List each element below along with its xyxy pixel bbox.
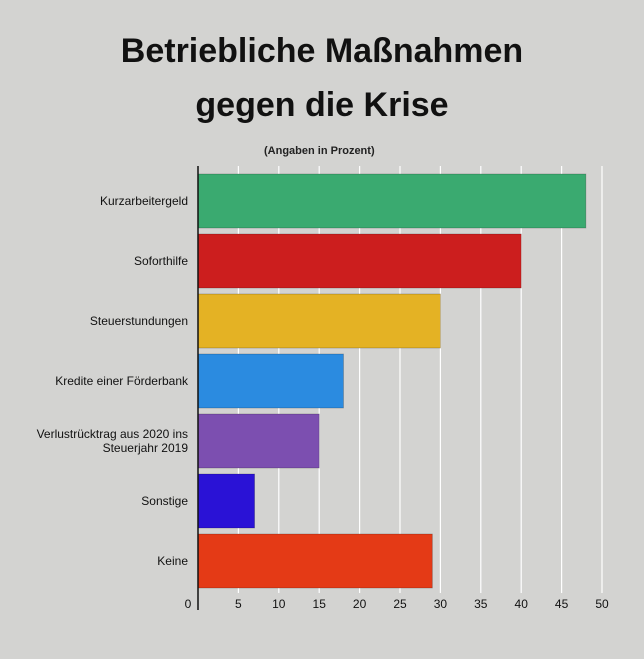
x-tick-label-35: 35 — [474, 597, 488, 611]
category-label-3: Kredite einer Förderbank — [55, 374, 189, 388]
x-tick-labels: 0 5 10 15 20 25 30 35 40 45 50 — [185, 597, 609, 611]
category-label-4: Verlustrücktrag aus 2020 ins Steuerjahr 2… — [37, 427, 189, 455]
bar-4 — [197, 413, 320, 469]
bar-6 — [197, 533, 433, 589]
x-tick-label-5: 5 — [235, 597, 242, 611]
category-labels: Kurzarbeitergeld Soforthilfe Steuerstundun… — [37, 194, 189, 568]
chart-subtitle: (Angaben in Prozent) — [264, 145, 375, 157]
bar-3 — [197, 353, 344, 409]
category-label-1: Soforthilfe — [134, 254, 188, 268]
chart-title: Betriebliche Maßnahmen gegen die Krise — [0, 24, 644, 132]
category-label-5: Sonstige — [141, 494, 188, 508]
category-label-0: Kurzarbeitergeld — [100, 194, 188, 208]
x-tick-label-25: 25 — [393, 597, 407, 611]
x-tick-label-30: 30 — [434, 597, 448, 611]
bar-1 — [197, 233, 522, 289]
x-tick-label-40: 40 — [515, 597, 529, 611]
x-tick-label-50: 50 — [595, 597, 609, 611]
bar-0 — [197, 173, 587, 229]
x-tick-label-20: 20 — [353, 597, 367, 611]
x-tick-label-15: 15 — [313, 597, 327, 611]
bar-5 — [197, 473, 255, 529]
category-label-6: Keine — [157, 554, 188, 568]
x-tick-label-0: 0 — [185, 597, 192, 611]
chart-title-line2: gegen die Krise — [195, 86, 449, 124]
category-label-2: Steuerstundungen — [90, 314, 188, 328]
bars — [197, 173, 587, 589]
x-tick-label-10: 10 — [272, 597, 286, 611]
x-tick-label-45: 45 — [555, 597, 569, 611]
chart-title-line1: Betriebliche Maßnahmen — [120, 32, 524, 70]
bar-2 — [197, 293, 441, 349]
